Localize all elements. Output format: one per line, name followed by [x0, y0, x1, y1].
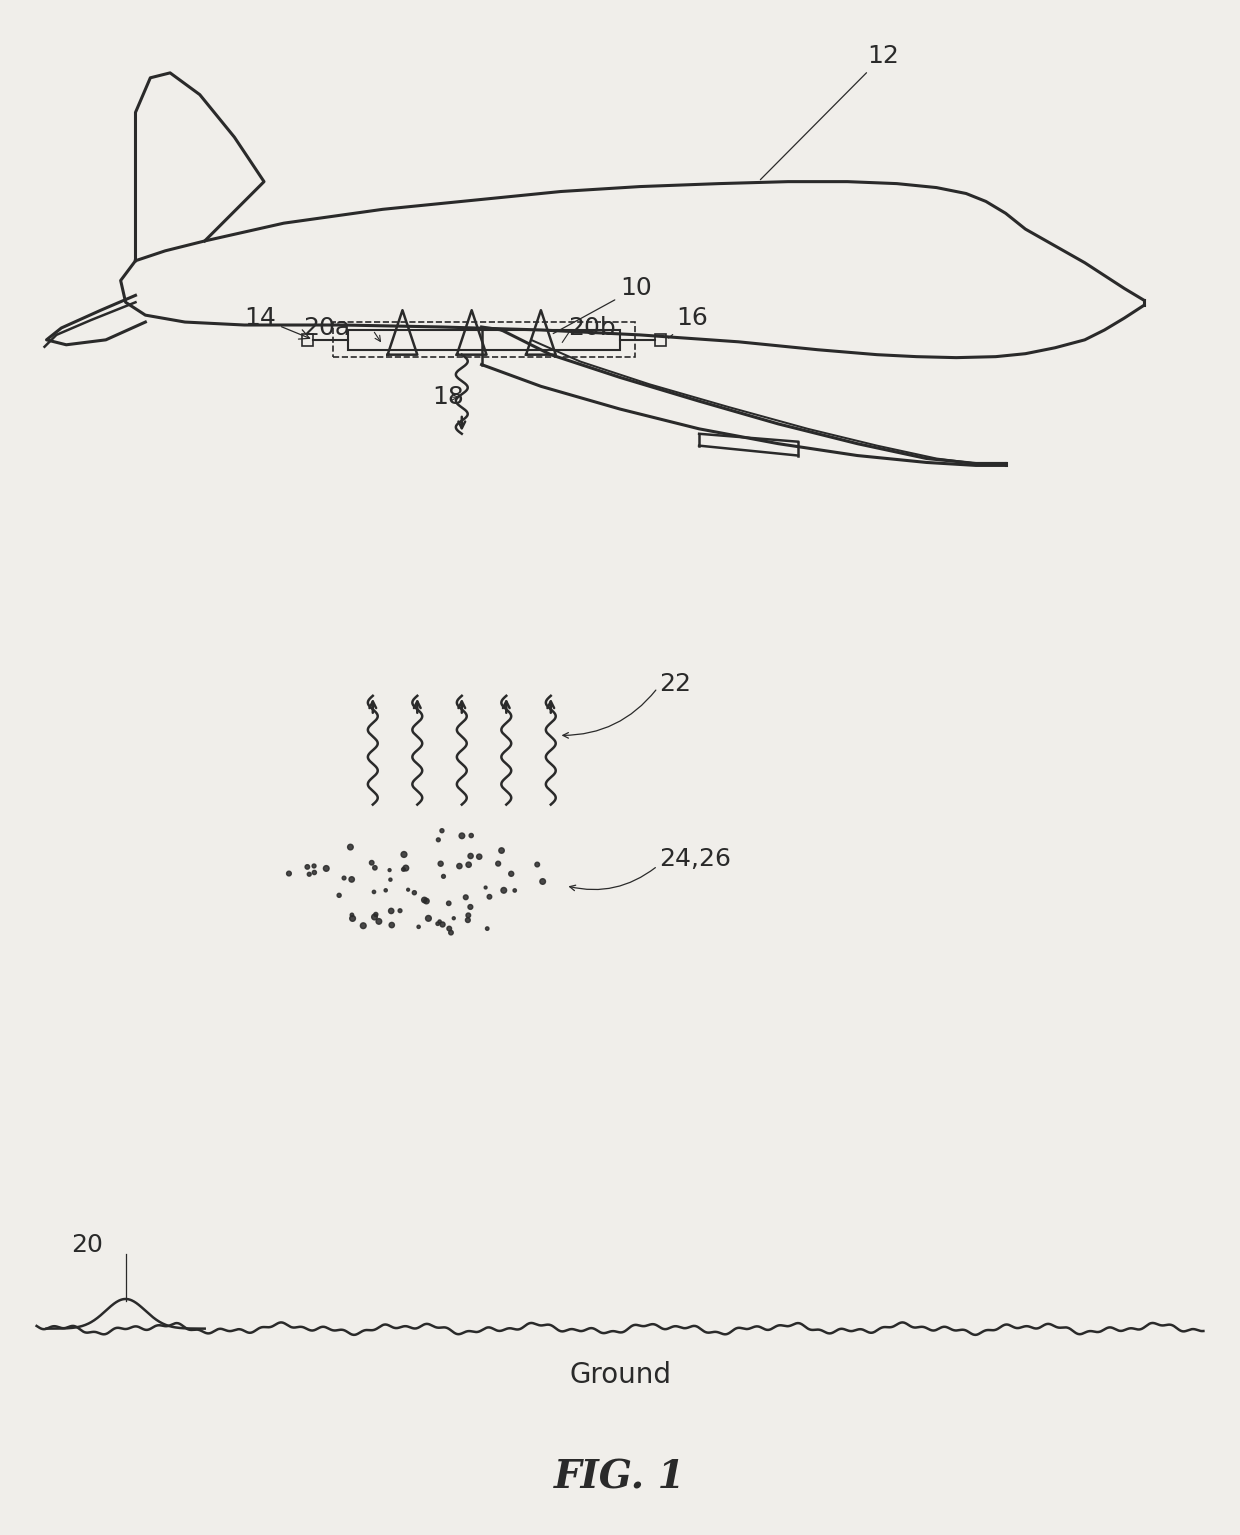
Point — [469, 844, 489, 869]
Point — [396, 857, 415, 881]
Bar — [655, 335, 666, 345]
Point — [419, 906, 439, 930]
Point — [382, 913, 402, 938]
Point — [342, 906, 362, 930]
Point — [381, 898, 401, 923]
Point — [460, 895, 480, 919]
Point — [461, 844, 481, 869]
Point — [409, 915, 429, 939]
Point — [444, 906, 464, 930]
Point — [370, 909, 389, 933]
Point — [279, 861, 299, 886]
Point — [381, 867, 401, 892]
Point — [439, 916, 459, 941]
Point — [441, 921, 461, 946]
Text: 14: 14 — [244, 305, 310, 339]
Bar — [301, 335, 314, 345]
Point — [533, 869, 553, 893]
Text: 20b: 20b — [569, 316, 616, 339]
Point — [299, 863, 319, 887]
Point — [480, 884, 500, 909]
Point — [489, 852, 508, 876]
Bar — [334, 322, 635, 356]
Text: 20: 20 — [71, 1233, 103, 1257]
Point — [376, 878, 396, 903]
Point — [449, 853, 469, 878]
Point — [394, 843, 414, 867]
Point — [365, 855, 384, 880]
Point — [505, 878, 525, 903]
Point — [453, 824, 472, 849]
Point — [432, 818, 451, 843]
Text: 16: 16 — [668, 305, 708, 338]
Point — [342, 903, 362, 927]
Point — [456, 886, 476, 910]
Point — [304, 853, 324, 878]
Text: 24,26: 24,26 — [660, 847, 732, 870]
Text: Ground: Ground — [569, 1362, 671, 1389]
Point — [417, 889, 436, 913]
Point — [459, 903, 479, 927]
Text: 10: 10 — [553, 276, 652, 333]
Point — [365, 880, 384, 904]
Bar — [348, 330, 620, 350]
Text: 12: 12 — [760, 45, 899, 180]
Point — [366, 903, 386, 927]
Point — [477, 916, 497, 941]
Point — [404, 881, 424, 906]
Point — [365, 904, 384, 929]
Point — [433, 912, 453, 936]
Text: 20a: 20a — [304, 316, 351, 339]
Point — [316, 857, 336, 881]
Point — [461, 823, 481, 847]
Point — [362, 850, 382, 875]
Point — [305, 860, 325, 884]
Point — [430, 852, 450, 876]
Text: 18: 18 — [432, 385, 464, 410]
Point — [298, 855, 317, 880]
Point — [353, 913, 373, 938]
Point — [458, 907, 477, 932]
Point — [430, 909, 450, 933]
Point — [398, 878, 418, 903]
Point — [334, 866, 353, 890]
Point — [527, 852, 547, 876]
Point — [341, 835, 361, 860]
Point — [491, 838, 511, 863]
Point — [414, 887, 434, 912]
Point — [391, 898, 410, 923]
Point — [428, 827, 448, 852]
Point — [476, 875, 496, 900]
Point — [501, 861, 521, 886]
Text: FIG. 1: FIG. 1 — [554, 1458, 686, 1497]
Point — [342, 867, 362, 892]
Point — [379, 858, 399, 883]
Point — [393, 857, 413, 881]
Point — [428, 912, 448, 936]
Text: 22: 22 — [660, 672, 692, 695]
Point — [434, 864, 454, 889]
Point — [329, 883, 348, 907]
Point — [459, 852, 479, 876]
Point — [439, 890, 459, 915]
Point — [494, 878, 513, 903]
